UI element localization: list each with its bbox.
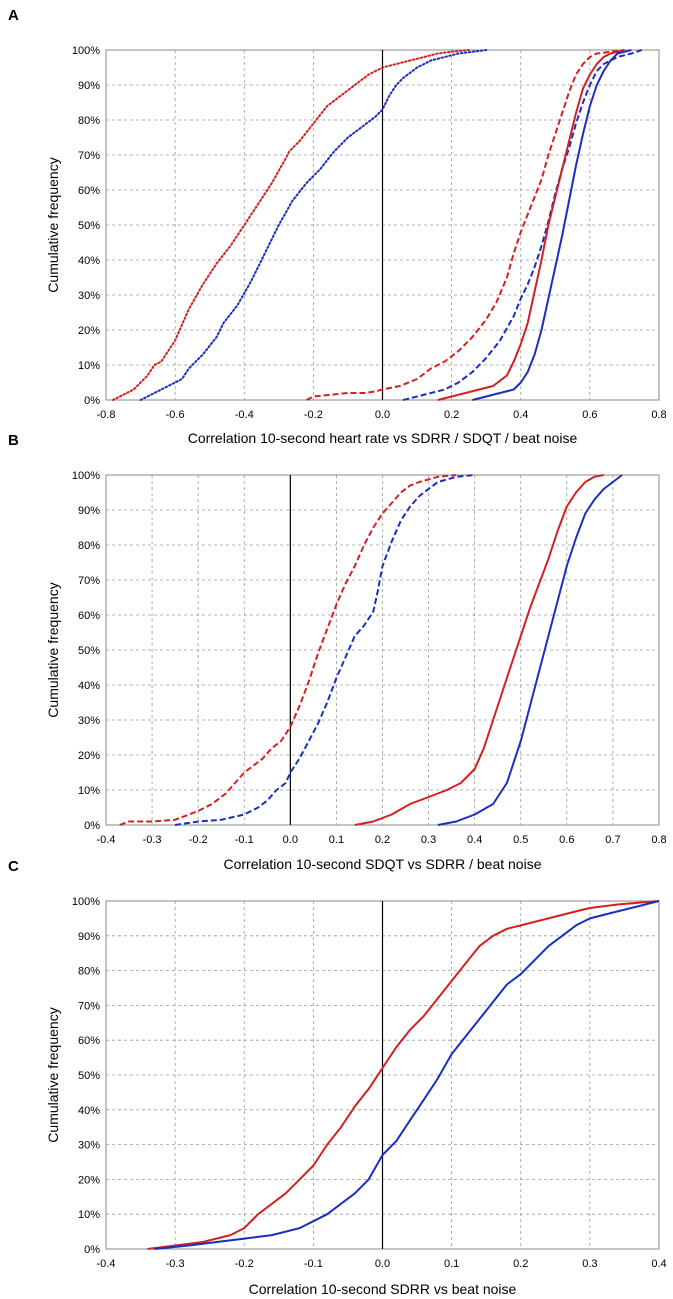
x-tick-label: -0.1 bbox=[304, 1258, 323, 1270]
x-tick-label: -0.4 bbox=[97, 834, 116, 846]
y-tick-label: 10% bbox=[78, 360, 100, 372]
panel-letter: B bbox=[8, 432, 19, 449]
x-tick-label: 0.3 bbox=[421, 834, 436, 846]
plot-frame bbox=[105, 474, 660, 826]
series-line-1 bbox=[174, 474, 475, 826]
x-tick-label: 0.3 bbox=[582, 1258, 597, 1270]
y-tick-label: 10% bbox=[78, 785, 100, 797]
x-tick-label: -0.6 bbox=[166, 409, 185, 421]
series-line-3 bbox=[437, 474, 623, 826]
x-tick-label: -0.4 bbox=[235, 409, 254, 421]
series-line-1 bbox=[154, 900, 660, 1250]
series-line-0 bbox=[147, 900, 660, 1250]
y-tick-label: 20% bbox=[78, 1174, 100, 1186]
x-tick-label: 0.7 bbox=[605, 834, 620, 846]
x-tick-label: -0.2 bbox=[189, 834, 208, 846]
y-tick-label: 60% bbox=[78, 610, 100, 622]
y-tick-label: 90% bbox=[78, 931, 100, 943]
panel-b: B -0.4 -0.3 -0.2 -0.1 0.0 0.1 0.2 0.3 0.4 0.5 0.6 0.… bbox=[8, 432, 667, 872]
panel-letter: C bbox=[8, 858, 19, 875]
series-line-2 bbox=[354, 474, 604, 826]
x-tick-label: 0.2 bbox=[444, 409, 459, 421]
y-tick-label: 80% bbox=[78, 540, 100, 552]
y-tick-label: 90% bbox=[78, 505, 100, 517]
x-tick-label: 0.0 bbox=[283, 834, 298, 846]
y-tick-label: 40% bbox=[78, 255, 100, 267]
y-tick-label: 80% bbox=[78, 115, 100, 127]
x-tick-label: -0.2 bbox=[304, 409, 323, 421]
y-tick-label: 50% bbox=[78, 220, 100, 232]
x-axis-label: Correlation 10-second SDRR vs beat noise bbox=[249, 1281, 517, 1297]
y-tick-label: 100% bbox=[72, 896, 100, 908]
x-tick-label: 0.4 bbox=[467, 834, 482, 846]
y-tick-label: 80% bbox=[78, 966, 100, 978]
y-tick-label: 60% bbox=[78, 1035, 100, 1047]
y-tick-label: 40% bbox=[78, 680, 100, 692]
x-tick-label: 0.0 bbox=[375, 409, 390, 421]
panel-a: A -0.8 -0.6 -0.4 -0.2 0.0 0.2 0.4 0.6 0.8 0% 10% 20%… bbox=[8, 7, 667, 446]
y-tick-label: 10% bbox=[78, 1209, 100, 1221]
x-tick-label: 0.8 bbox=[651, 409, 666, 421]
x-tick-label: -0.3 bbox=[143, 834, 162, 846]
series-line-3 bbox=[402, 49, 643, 401]
x-tick-label: -0.8 bbox=[97, 409, 116, 421]
x-tick-label: 0.2 bbox=[375, 834, 390, 846]
x-tick-label: 0.6 bbox=[559, 834, 574, 846]
y-axis-label: Cumulative frequency bbox=[45, 1007, 61, 1142]
x-tick-label: 0.1 bbox=[329, 834, 344, 846]
y-tick-label: 70% bbox=[78, 1000, 100, 1012]
x-tick-label: 0.5 bbox=[513, 834, 528, 846]
x-tick-label: 0.4 bbox=[651, 1258, 666, 1270]
y-tick-label: 70% bbox=[78, 575, 100, 587]
series-line-4 bbox=[437, 49, 625, 401]
y-tick-label: 30% bbox=[78, 290, 100, 302]
y-tick-label: 40% bbox=[78, 1105, 100, 1117]
x-tick-label: 0.2 bbox=[513, 1258, 528, 1270]
y-tick-label: 20% bbox=[78, 325, 100, 337]
y-tick-label: 100% bbox=[72, 470, 100, 482]
series-line-0 bbox=[119, 474, 457, 826]
y-tick-label: 90% bbox=[78, 80, 100, 92]
y-tick-label: 30% bbox=[78, 715, 100, 727]
y-axis-label: Cumulative frequency bbox=[45, 582, 61, 717]
series-line-5 bbox=[472, 49, 632, 401]
x-tick-label: -0.2 bbox=[235, 1258, 254, 1270]
x-tick-label: -0.1 bbox=[235, 834, 254, 846]
y-tick-label: 50% bbox=[78, 1070, 100, 1082]
y-tick-label: 100% bbox=[72, 45, 100, 57]
series-line-2 bbox=[306, 49, 625, 401]
y-tick-label: 0% bbox=[84, 1244, 100, 1256]
x-axis-label: Correlation 10-second heart rate vs SDRR… bbox=[188, 430, 578, 446]
y-axis-label: Cumulative frequency bbox=[45, 157, 61, 292]
x-tick-label: 0.4 bbox=[513, 409, 528, 421]
x-axis-label: Correlation 10-second SDQT vs SDRR / bea… bbox=[224, 856, 542, 872]
x-tick-label: 0.6 bbox=[582, 409, 597, 421]
series-line-1 bbox=[139, 49, 488, 401]
y-tick-label: 30% bbox=[78, 1140, 100, 1152]
series-line-0 bbox=[111, 49, 470, 401]
y-tick-label: 20% bbox=[78, 750, 100, 762]
panel-letter: A bbox=[8, 7, 19, 24]
x-tick-label: 0.8 bbox=[651, 834, 666, 846]
y-tick-label: 70% bbox=[78, 150, 100, 162]
y-tick-label: 50% bbox=[78, 645, 100, 657]
x-tick-label: -0.3 bbox=[166, 1258, 185, 1270]
y-tick-label: 0% bbox=[84, 820, 100, 832]
y-tick-label: 60% bbox=[78, 185, 100, 197]
y-tick-label: 0% bbox=[84, 395, 100, 407]
panel-c: C -0.4 -0.3 -0.2 -0.1 0.0 0.1 0.2 0.3 0.4 0% 10% 20%… bbox=[8, 858, 667, 1297]
x-tick-label: -0.4 bbox=[97, 1258, 116, 1270]
x-tick-label: 0.0 bbox=[375, 1258, 390, 1270]
x-tick-label: 0.1 bbox=[444, 1258, 459, 1270]
